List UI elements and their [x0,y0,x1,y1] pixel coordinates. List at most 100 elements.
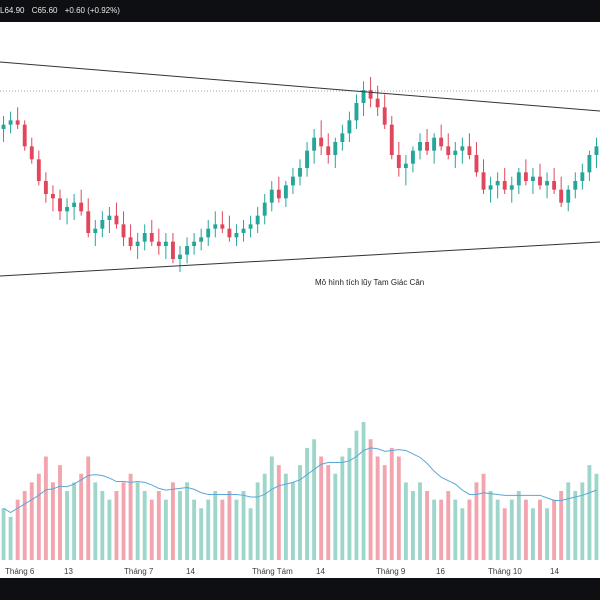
candle [283,181,288,207]
x-tick-label: Tháng 9 [376,567,406,576]
candle-body [523,172,528,181]
volume-bar [453,499,458,560]
volume-bar [411,491,415,560]
candle-body [199,237,204,242]
candle-body [79,202,84,212]
candle [156,228,161,255]
candle-body [347,120,352,134]
candle [255,207,260,233]
candle-body [234,233,239,238]
volume-bar [185,482,189,560]
candle [467,133,472,160]
candle-body [460,146,465,151]
volume-bar [269,456,274,560]
candle-body [594,146,599,155]
candle-body [269,189,274,203]
candle-body [552,181,557,190]
volume-bar [100,491,105,560]
volume-bar [552,499,557,560]
volume-bar [319,456,324,560]
volume-bar [107,499,112,560]
candle-body [509,185,514,190]
volume-bar [255,482,260,560]
candle [1,116,6,142]
candle-body [453,150,458,155]
candle-body [580,172,585,181]
candle [171,233,175,264]
candle [234,224,239,246]
candle [128,224,133,251]
volume-bar [432,499,437,560]
candle [276,176,281,203]
candle-body [8,120,13,125]
volume-bar [65,491,69,560]
volume-bar [382,465,387,560]
volume-bar [594,473,599,560]
candle-body [545,181,549,186]
candle-body [255,215,260,225]
x-tick-label: Tháng 7 [124,567,154,576]
low-value: L64.90 [0,6,25,15]
candle-body [171,241,175,259]
lower-trendline[interactable] [0,241,600,277]
volume-bar [227,491,232,560]
x-tick-label: 16 [436,567,445,576]
volume-bar [114,491,119,560]
bottom-toolbar [0,578,600,600]
candle [531,168,535,194]
candle [545,172,549,199]
x-tick-label: 14 [316,567,325,576]
volume-bar [178,491,182,560]
candle-body [538,176,542,186]
candle [149,220,154,246]
volume-bar [354,430,359,560]
candle-body [312,137,317,151]
candle-body [1,124,6,129]
volume-bar [86,456,91,560]
x-axis: Tháng 6 13 Tháng 7 14 Tháng Tám 14 Tháng 9 16 Th… [5,567,559,576]
volume-bar [403,482,408,560]
candle-body [389,124,394,155]
candle-body [368,90,373,99]
candle [418,133,422,160]
candle-body [65,207,69,212]
candle-body [121,224,126,238]
volume-bar [305,447,309,560]
candle [509,176,514,203]
candle-body [178,254,182,259]
candle [107,207,112,233]
candle-body [135,241,140,246]
volume-bar [298,465,302,560]
candle [206,220,211,246]
candle [453,142,458,168]
candle [516,168,521,194]
upper-trendline[interactable] [0,61,600,112]
volume-bar [368,439,373,560]
volume-bar [474,482,479,560]
candle [580,163,585,190]
candle-body [51,194,55,199]
volume-bar [192,499,197,560]
x-tick-label: Tháng 6 [5,567,35,576]
candle [587,150,592,181]
volume-bar [573,491,578,560]
volume-bar [509,499,514,560]
candle-body [100,220,105,229]
candle-body [559,189,564,203]
volume-bar [283,473,288,560]
volume-bar [93,482,98,560]
candle-body [156,241,161,246]
candle-body [425,142,429,151]
candle-body [36,159,41,181]
volume-bar [333,473,338,560]
volume-bar [580,482,585,560]
candle [36,150,41,186]
volume-bar [241,491,246,560]
price-volume-chart[interactable]: Tháng 6 13 Tháng 7 14 Tháng Tám 14 Tháng 9 16 Th… [0,22,600,578]
candle [319,120,324,155]
candle [93,220,98,246]
candle-body [566,189,571,203]
candle [347,111,352,142]
candle [460,137,465,164]
